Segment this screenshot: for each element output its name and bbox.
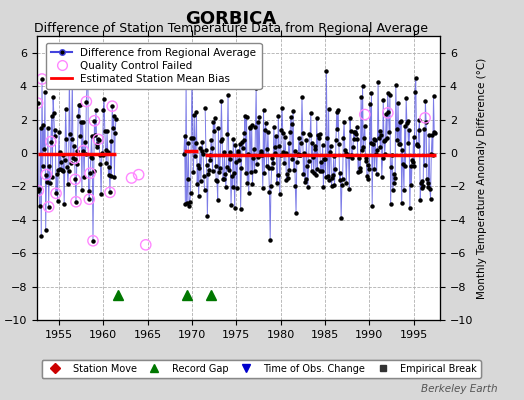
Point <box>72 198 80 205</box>
Point <box>108 103 116 109</box>
Point <box>106 189 114 196</box>
Point <box>94 136 102 142</box>
Point <box>89 238 97 244</box>
Point <box>34 188 42 194</box>
Point <box>45 204 53 210</box>
Point <box>384 110 392 116</box>
Point <box>71 176 80 183</box>
Legend: Station Move, Record Gap, Time of Obs. Change, Empirical Break: Station Move, Record Gap, Time of Obs. C… <box>41 360 481 378</box>
Point <box>82 98 91 105</box>
Point <box>47 138 55 145</box>
Point <box>127 175 136 181</box>
Point <box>84 53 92 59</box>
Point <box>86 170 94 176</box>
Point <box>42 172 51 178</box>
Point <box>85 196 93 202</box>
Text: Difference of Station Temperature Data from Regional Average: Difference of Station Temperature Data f… <box>34 22 428 35</box>
Y-axis label: Monthly Temperature Anomaly Difference (°C): Monthly Temperature Anomaly Difference (… <box>477 57 487 299</box>
Point <box>34 100 42 106</box>
Text: Berkeley Earth: Berkeley Earth <box>421 384 498 394</box>
Point <box>361 111 369 118</box>
Point <box>79 148 88 154</box>
Point <box>90 118 99 124</box>
Point <box>38 76 46 82</box>
Point <box>141 242 150 248</box>
Point <box>421 115 429 121</box>
Point <box>52 190 60 196</box>
Point <box>135 172 143 178</box>
Point <box>70 155 79 162</box>
Text: GORBICA: GORBICA <box>185 10 276 28</box>
